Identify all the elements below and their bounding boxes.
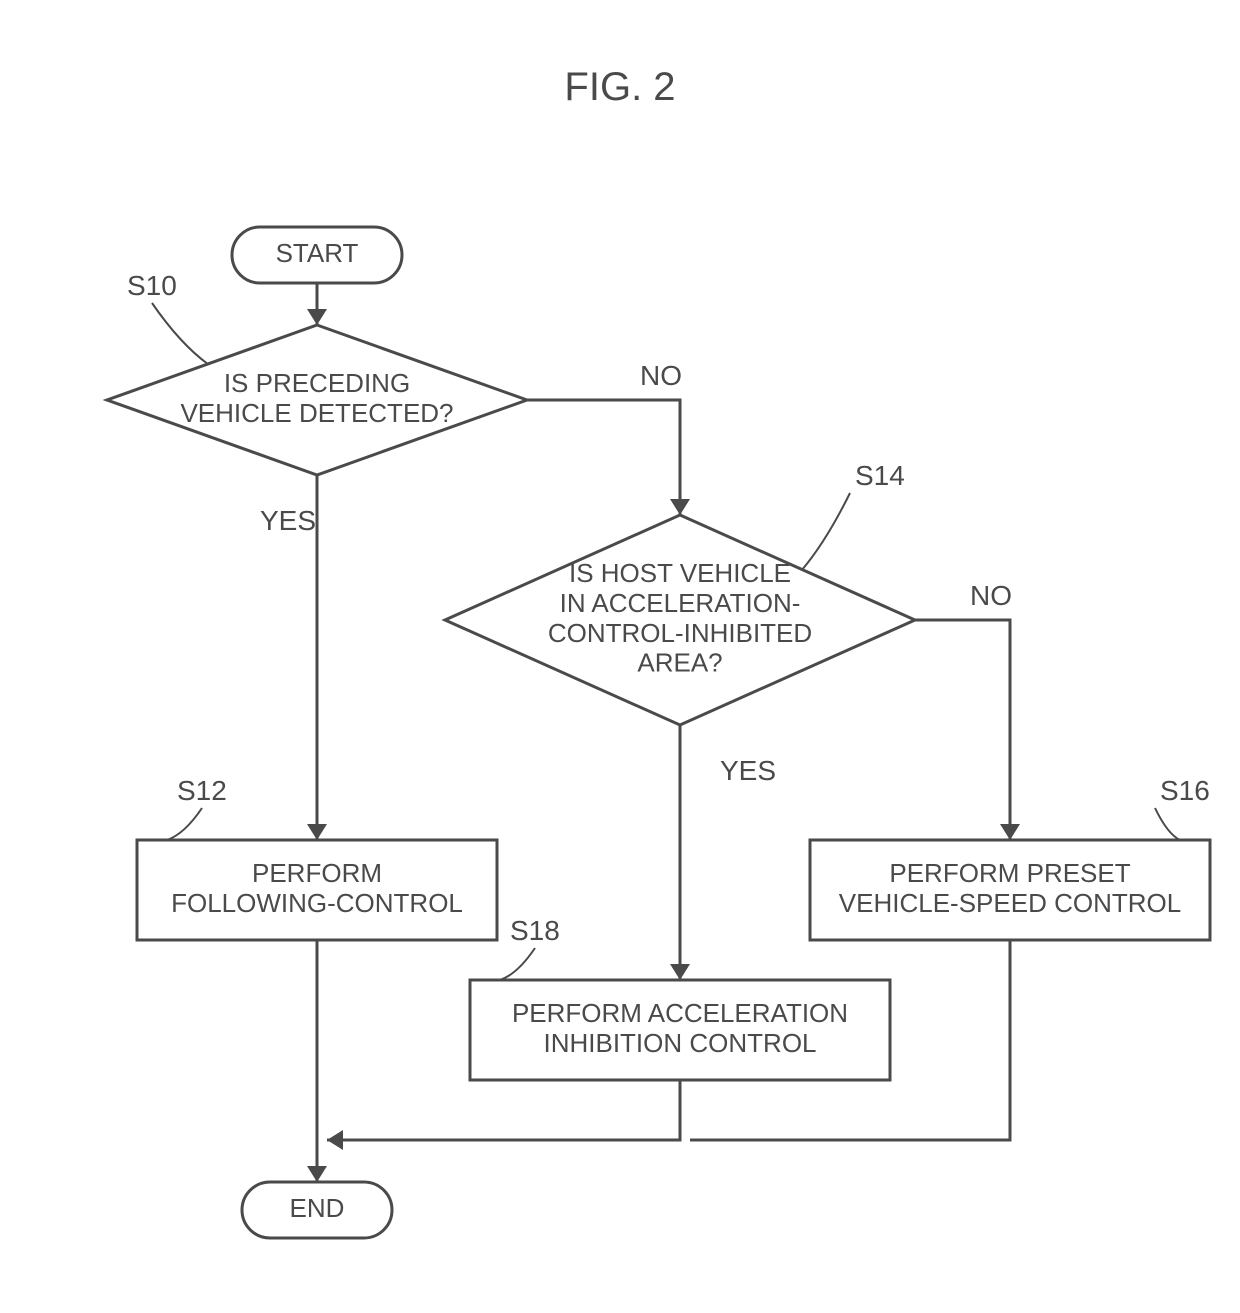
d1-step-label: S10 [127, 270, 177, 301]
p1-text-line: FOLLOWING-CONTROL [171, 888, 463, 918]
p2-text-line: PERFORM ACCELERATION [512, 998, 848, 1028]
edge-label-4: NO [970, 580, 1012, 611]
arrow-head [670, 499, 690, 515]
d2-text-line: CONTROL-INHIBITED [548, 618, 812, 648]
edge-6 [327, 1080, 680, 1140]
edge-2 [527, 400, 680, 515]
p1-step-label: S12 [177, 775, 227, 806]
arrow-head [307, 824, 327, 840]
arrow-head [307, 1166, 327, 1182]
edge-label-2: NO [640, 360, 682, 391]
edge-label-3: YES [720, 755, 776, 786]
d2-text-line: AREA? [637, 648, 722, 678]
edge-4 [915, 620, 1010, 840]
d2-step-label: S14 [855, 460, 905, 491]
p3-step-leader [1155, 808, 1180, 840]
p3-text-line: PERFORM PRESET [889, 858, 1130, 888]
p2-text-line: INHIBITION CONTROL [543, 1028, 816, 1058]
arrow-head [670, 964, 690, 980]
p3-step-label: S16 [1160, 775, 1210, 806]
arrow-head [327, 1130, 343, 1150]
d1-step-leader [152, 303, 208, 364]
edge-label-1: YES [260, 505, 316, 536]
p1-step-leader [167, 808, 202, 840]
d2-step-leader [802, 493, 850, 570]
p1-text-line: PERFORM [252, 858, 382, 888]
flowchart: FIG. 2 START END IS PRECEDINGVEHICLE DETECT… [0, 0, 1240, 1313]
start-text-line: START [276, 238, 359, 268]
p2-step-leader [500, 948, 535, 980]
d2-text-line: IN ACCELERATION- [560, 588, 801, 618]
end-text-line: END [290, 1193, 345, 1223]
figure-title: FIG. 2 [564, 65, 675, 109]
p3-text-line: VEHICLE-SPEED CONTROL [839, 888, 1181, 918]
d1-text-line: IS PRECEDING [224, 368, 410, 398]
d1-text-line: VEHICLE DETECTED? [180, 398, 453, 428]
p2-step-label: S18 [510, 915, 560, 946]
arrow-head [307, 309, 327, 325]
d2-text-line: IS HOST VEHICLE [569, 558, 791, 588]
arrow-head [1000, 824, 1020, 840]
